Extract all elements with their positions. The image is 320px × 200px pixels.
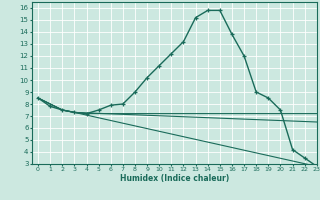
X-axis label: Humidex (Indice chaleur): Humidex (Indice chaleur) (120, 174, 229, 183)
